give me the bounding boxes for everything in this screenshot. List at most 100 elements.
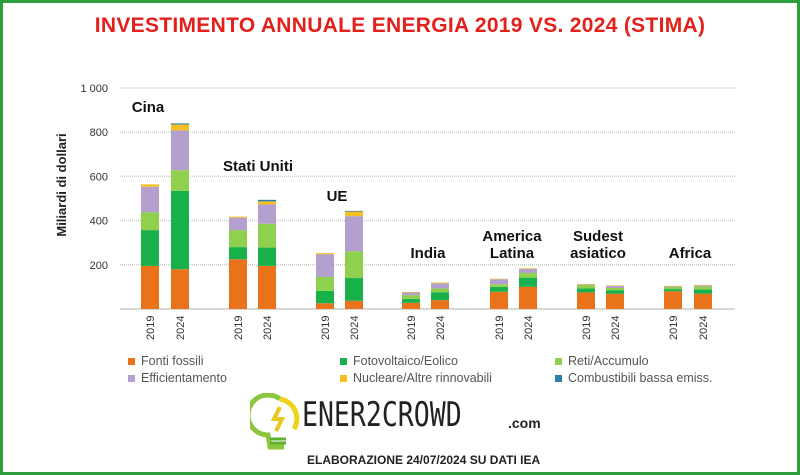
bar-segment [171, 124, 189, 131]
bar-segment [431, 283, 449, 289]
group-label: India [410, 245, 446, 262]
y-axis-label: Miliardi di dollari [54, 133, 69, 236]
bar-segment [577, 292, 595, 309]
x-tick-label: 2024 [349, 316, 361, 340]
legend-swatch [340, 375, 347, 383]
bar-segment [141, 186, 159, 213]
bar-segment [431, 300, 449, 309]
bar-segment [490, 278, 508, 280]
logo-text: ENER2CROWD [302, 395, 462, 435]
bar-segment [171, 170, 189, 191]
bar-segment [345, 210, 363, 212]
bar-segment [519, 272, 537, 278]
legend-item: Fonti fossili [128, 354, 204, 368]
bar-segment [519, 286, 537, 309]
bar-segment [316, 303, 334, 309]
x-tick-label: 2019 [233, 316, 245, 340]
bar-segment [577, 284, 595, 285]
bar-segment [345, 300, 363, 309]
bar-segment [577, 284, 595, 289]
bar-segment [171, 123, 189, 125]
legend-label: Fotovoltaico/Eolico [353, 354, 458, 368]
group-label: Stati Uniti [223, 158, 293, 175]
group-label: asiatico [570, 245, 626, 262]
x-tick-label: 2024 [262, 316, 274, 340]
bar-segment [345, 278, 363, 301]
bar-segment [694, 284, 712, 286]
x-tick-label: 2024 [698, 316, 710, 340]
x-tick-label: 2024 [610, 316, 622, 340]
y-tick-label: 200 [90, 260, 108, 272]
bar-segment [519, 268, 537, 273]
legend-item: Nucleare/Altre rinnovabili [340, 371, 492, 385]
x-tick-label: 2019 [668, 316, 680, 340]
bar-segment [694, 285, 712, 287]
legend-label: Efficientamento [141, 371, 227, 385]
legend-label: Reti/Accumulo [568, 354, 649, 368]
legend-swatch [555, 358, 562, 366]
bar-segment [664, 291, 682, 309]
group-label: Africa [669, 245, 712, 262]
chart-title: INVESTIMENTO ANNUALE ENERGIA 2019 VS. 20… [94, 14, 706, 37]
bar-segment [402, 302, 420, 309]
group-label: Sudest [573, 228, 623, 245]
bar-segment [141, 212, 159, 231]
legend-swatch [128, 375, 135, 383]
bar-segment [229, 247, 247, 260]
bar-segment [141, 184, 159, 187]
bar-segment [519, 277, 537, 287]
bar-segment [316, 276, 334, 291]
bar-segment [316, 254, 334, 277]
bar-segment [316, 290, 334, 304]
bar-segment [490, 291, 508, 309]
x-tick-label: 2019 [494, 316, 506, 340]
bar-segment [606, 285, 624, 289]
bar-segment [577, 284, 595, 285]
bar-segment [141, 265, 159, 309]
y-tick-label: 800 [90, 127, 108, 139]
y-tick-label: 400 [90, 216, 108, 228]
legend-swatch [128, 358, 135, 366]
legend-item: Combustibili bassa emiss. [555, 371, 713, 385]
bar-segment [316, 253, 334, 255]
bar-segment [490, 284, 508, 287]
legend-swatch [340, 358, 347, 366]
legend-label: Combustibili bassa emiss. [568, 371, 713, 385]
bar-segment [664, 285, 682, 287]
bar-segment [402, 291, 420, 293]
x-tick-label: 2024 [435, 316, 447, 340]
bar-segment [519, 268, 537, 269]
bar-segment [171, 269, 189, 309]
bar-segment [402, 298, 420, 303]
bar-segment [345, 211, 363, 217]
bar-segment [229, 217, 247, 231]
bar-segment [402, 295, 420, 299]
x-tick-label: 2019 [320, 316, 332, 340]
x-tick-label: 2019 [581, 316, 593, 340]
bar-segment [694, 289, 712, 294]
bar-segment [258, 204, 276, 224]
x-tick-label: 2024 [175, 316, 187, 340]
legend-label: Nucleare/Altre rinnovabili [353, 371, 492, 385]
bar-segment [664, 286, 682, 287]
lightbulb-icon [250, 393, 300, 450]
bar-segment [229, 259, 247, 309]
bar-segment [258, 199, 276, 202]
bar-segment [606, 293, 624, 309]
legend-label: Fonti fossili [141, 354, 204, 368]
y-tick-label: 1 000 [80, 83, 108, 95]
bar-segment [431, 288, 449, 293]
bar-segment [258, 265, 276, 309]
logo-suffix: .com [508, 415, 541, 431]
legend-item: Efficientamento [128, 371, 227, 385]
bar-segment [402, 292, 420, 296]
bar-segment [490, 286, 508, 292]
x-tick-label: 2019 [145, 316, 157, 340]
group-label: Cina [132, 99, 165, 116]
bar-segment [258, 223, 276, 248]
bar-segment [606, 288, 624, 291]
bar-segment [606, 290, 624, 294]
legend-item: Reti/Accumulo [555, 354, 649, 368]
bar-segment [258, 201, 276, 205]
